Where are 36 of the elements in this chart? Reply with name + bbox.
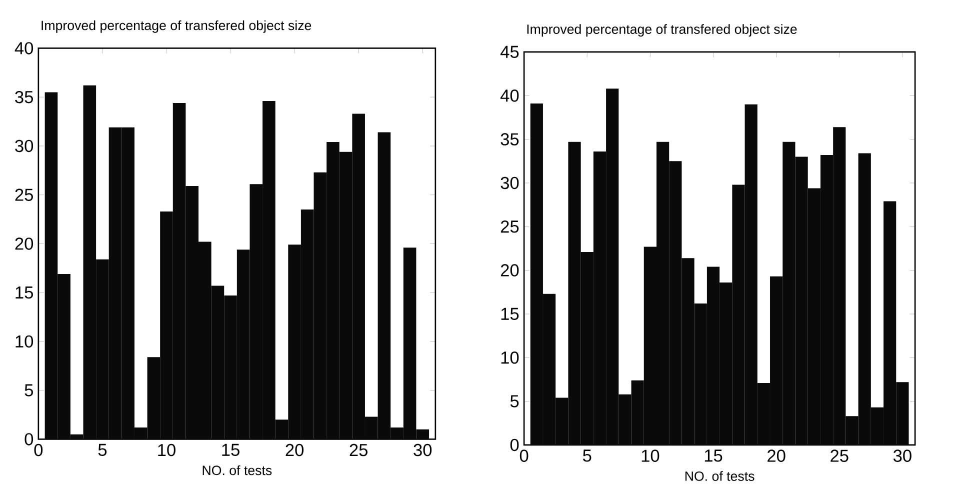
x-tick-label: 20: [768, 450, 786, 462]
y-tick-label: 15: [16, 286, 33, 298]
x-tick-label: 5: [98, 444, 107, 456]
x-tick-label: 15: [222, 444, 240, 456]
y-tick-label: 10: [501, 351, 519, 364]
x-tick-label: 10: [642, 450, 660, 462]
x-tick-label: 20: [286, 444, 304, 456]
chart-title: Improved percentage of transfered object size: [42, 20, 312, 33]
chart-title: Improved percentage of transfered object size: [527, 24, 797, 36]
y-tick-label: 35: [15, 90, 33, 104]
x-tick-label: 15: [704, 450, 722, 462]
y-tick-label: 30: [15, 140, 34, 152]
y-tick-label: 20: [500, 264, 519, 276]
x-tick-label: 25: [350, 444, 368, 456]
x-tick-label: 0: [520, 450, 528, 462]
x-tick-label: 5: [583, 450, 592, 462]
y-tick-label: 25: [15, 188, 33, 201]
y-tick-label: 15: [501, 308, 519, 320]
y-tick-label: 20: [15, 237, 34, 250]
x-tick-label: 0: [34, 444, 43, 456]
x-tick-label: 30: [414, 444, 432, 456]
y-tick-label: 40: [14, 42, 34, 54]
y-tick-label: 45: [500, 46, 519, 58]
x-axis-title: NO. of tests: [685, 470, 754, 481]
y-tick-label: 25: [500, 220, 519, 233]
x-tick-label: 25: [830, 450, 848, 462]
x-tick-label: 30: [893, 450, 912, 462]
y-tick-label: 35: [500, 133, 519, 146]
y-tick-label: 0: [24, 432, 34, 446]
x-axis-title: NO. of tests: [202, 465, 272, 475]
y-tick-label: 5: [510, 395, 519, 408]
y-tick-label: 10: [16, 335, 34, 348]
y-tick-label: 5: [24, 384, 33, 396]
y-tick-label: 30: [500, 176, 519, 189]
y-tick-label: 40: [500, 89, 519, 102]
x-tick-label: 10: [158, 444, 176, 456]
